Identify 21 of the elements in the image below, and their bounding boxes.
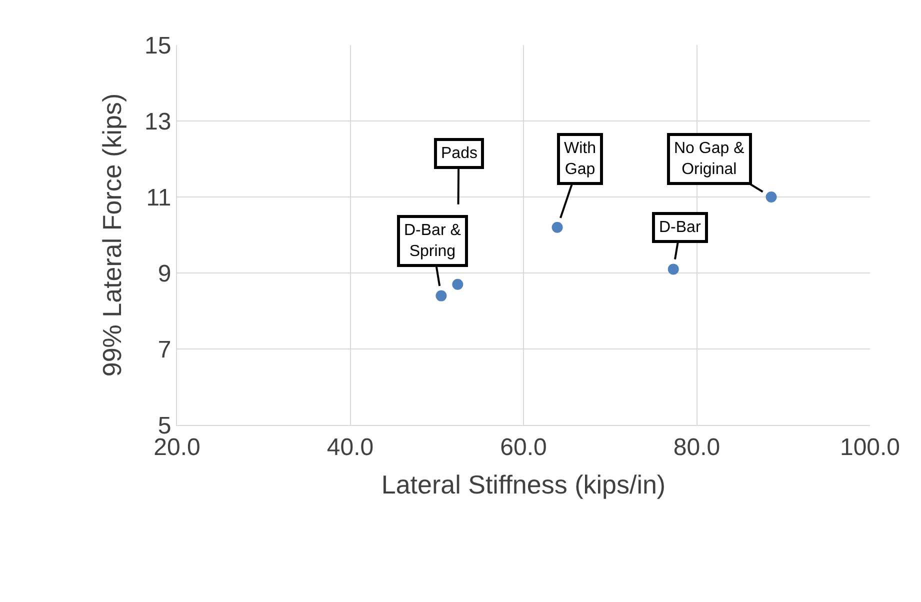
y-axis-title: 99% Lateral Force (kips) — [96, 93, 127, 377]
annotation: With Gap — [564, 140, 596, 178]
point — [436, 290, 447, 302]
annotation: Pads — [441, 145, 478, 162]
y-tick-label: 15 — [144, 32, 172, 60]
x-tick-label: 60.0 — [500, 434, 547, 461]
annotation: No Gap & Original — [674, 140, 745, 178]
annotation: D-Bar & Spring — [404, 222, 462, 260]
point — [766, 192, 777, 202]
y-tick-label: 9 — [158, 260, 172, 288]
y-tick-label: 11 — [146, 184, 172, 212]
point — [668, 264, 679, 275]
x-tick-label: 40.0 — [326, 434, 374, 461]
point — [452, 278, 464, 290]
x-tick-label: 100.0 — [840, 434, 900, 461]
y-tick-label: 13 — [144, 108, 172, 136]
y-tick-label: 7 — [158, 336, 172, 364]
x-tick-label: 80.0 — [673, 434, 720, 461]
annotation: D-Bar — [659, 219, 702, 236]
point — [552, 222, 563, 233]
x-axis-title: Lateral Stiffness (kips/in) — [381, 470, 666, 500]
